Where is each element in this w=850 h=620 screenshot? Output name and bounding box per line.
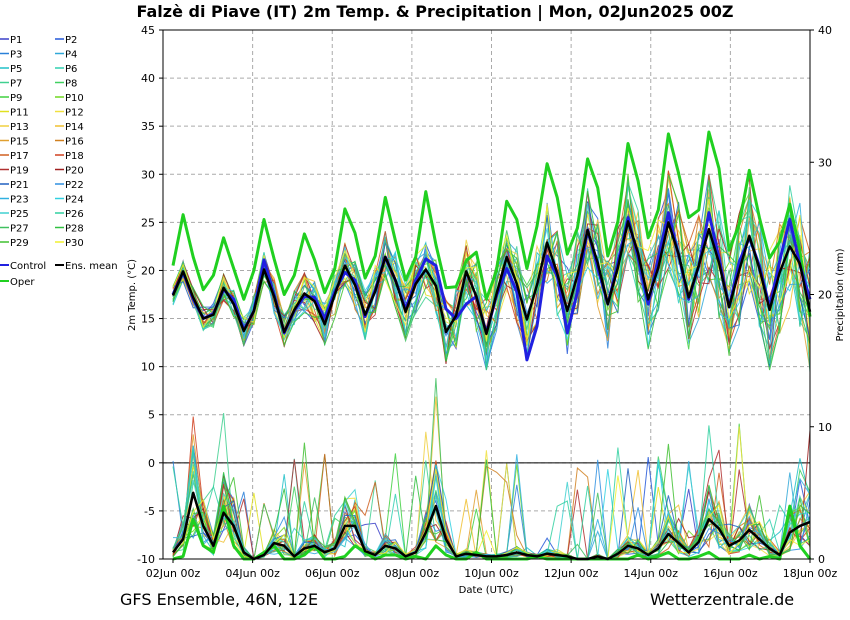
x-tick-label: 06Jun 00z bbox=[305, 567, 360, 580]
x-tick-label: 16Jun 00z bbox=[703, 567, 758, 580]
left-tick-label: 45 bbox=[141, 24, 155, 37]
x-tick-label: 14Jun 00z bbox=[624, 567, 679, 580]
legend: P1 P2 P3 P4 P5 P6 P7 P8 P9 P10 P11 P12 P13 P14 P15 P16 P… bbox=[0, 35, 118, 288]
member-precip-line bbox=[172, 425, 811, 560]
legend-label: P2 bbox=[65, 35, 77, 46]
left-tick-label: 0 bbox=[148, 457, 155, 470]
legend-label: P12 bbox=[65, 108, 84, 119]
legend-label: P10 bbox=[65, 93, 84, 104]
chart-grid bbox=[163, 30, 810, 559]
left-tick-label: 35 bbox=[141, 120, 155, 133]
legend-label: P28 bbox=[65, 224, 84, 235]
right-tick-label: 30 bbox=[818, 156, 832, 169]
legend-label: P7 bbox=[10, 79, 22, 90]
left-tick-label: 20 bbox=[141, 264, 155, 277]
legend-label: P4 bbox=[65, 50, 77, 61]
legend-label: P9 bbox=[10, 93, 22, 104]
legend-label: P22 bbox=[65, 180, 84, 191]
member-precip-line bbox=[172, 378, 811, 561]
member-precip-line bbox=[172, 459, 811, 560]
x-axis-label: Date (UTC) bbox=[459, 585, 514, 596]
legend-label: P13 bbox=[10, 122, 29, 133]
legend-label: P3 bbox=[10, 50, 22, 61]
mean-precip-line bbox=[172, 491, 811, 561]
x-tick-label: 04Jun 00z bbox=[225, 567, 280, 580]
legend-label: Control bbox=[10, 261, 46, 272]
legend-label: P18 bbox=[65, 151, 84, 162]
x-tick-label: 18Jun 00z bbox=[783, 567, 838, 580]
right-tick-label: 20 bbox=[818, 289, 832, 302]
right-tick-label: 0 bbox=[818, 553, 825, 566]
oper-temp-line bbox=[171, 130, 812, 317]
legend-label: P15 bbox=[10, 137, 29, 148]
right-axis-ticks: 0 10 20 30 40 bbox=[810, 24, 832, 566]
x-tick-label: 12Jun 00z bbox=[544, 567, 599, 580]
left-axis-ticks: -10 -5 0 5 10 15 20 25 30 35 40 45 bbox=[137, 24, 163, 566]
x-tick-label: 08Jun 00z bbox=[385, 567, 440, 580]
left-tick-label: 30 bbox=[141, 168, 155, 181]
legend-label: P11 bbox=[10, 108, 29, 119]
right-axis-label: Precipitation (mm) bbox=[835, 248, 846, 341]
right-tick-label: 10 bbox=[818, 421, 832, 434]
legend-label: P16 bbox=[65, 137, 84, 148]
legend-label: P24 bbox=[65, 195, 84, 206]
left-tick-label: 25 bbox=[141, 216, 155, 229]
footer-right: Wetterzentrale.de bbox=[650, 590, 794, 609]
footer-left: GFS Ensemble, 46N, 12E bbox=[120, 590, 318, 609]
legend-label: P23 bbox=[10, 195, 29, 206]
legend-label: P20 bbox=[65, 166, 84, 177]
legend-label: P29 bbox=[10, 238, 29, 249]
legend-label: P6 bbox=[65, 64, 77, 75]
chart-title: Falzè di Piave (IT) 2m Temp. & Precipita… bbox=[137, 2, 734, 22]
left-axis-label: 2m Temp. (°C) bbox=[127, 259, 138, 331]
legend-label: P8 bbox=[65, 79, 77, 90]
legend-label: Ens. mean bbox=[65, 261, 118, 272]
legend-label: P14 bbox=[65, 122, 84, 133]
x-tick-label: 10Jun 00z bbox=[464, 567, 519, 580]
legend-label: P19 bbox=[10, 166, 29, 177]
legend-label: P27 bbox=[10, 224, 29, 235]
legend-label: P5 bbox=[10, 64, 22, 75]
mean-temp-line bbox=[171, 220, 812, 336]
x-tick-label: 02Jun 00z bbox=[146, 567, 201, 580]
legend-label: P26 bbox=[65, 209, 84, 220]
legend-label: Oper bbox=[10, 277, 35, 288]
left-tick-label: 40 bbox=[141, 72, 155, 85]
left-tick-label: 10 bbox=[141, 361, 155, 374]
left-tick-label: 5 bbox=[148, 409, 155, 422]
legend-label: P30 bbox=[65, 238, 84, 249]
x-axis-ticks: 02Jun 00z 04Jun 00z 06Jun 00z 08Jun 00z 10Ju… bbox=[146, 559, 838, 580]
legend-label: P17 bbox=[10, 151, 29, 162]
legend-label: P25 bbox=[10, 209, 29, 220]
left-tick-label: -5 bbox=[144, 505, 155, 518]
left-tick-label: -10 bbox=[137, 553, 155, 566]
legend-label: P1 bbox=[10, 35, 22, 46]
right-tick-label: 40 bbox=[818, 24, 832, 37]
legend-label: P21 bbox=[10, 180, 29, 191]
left-tick-label: 15 bbox=[141, 313, 155, 326]
